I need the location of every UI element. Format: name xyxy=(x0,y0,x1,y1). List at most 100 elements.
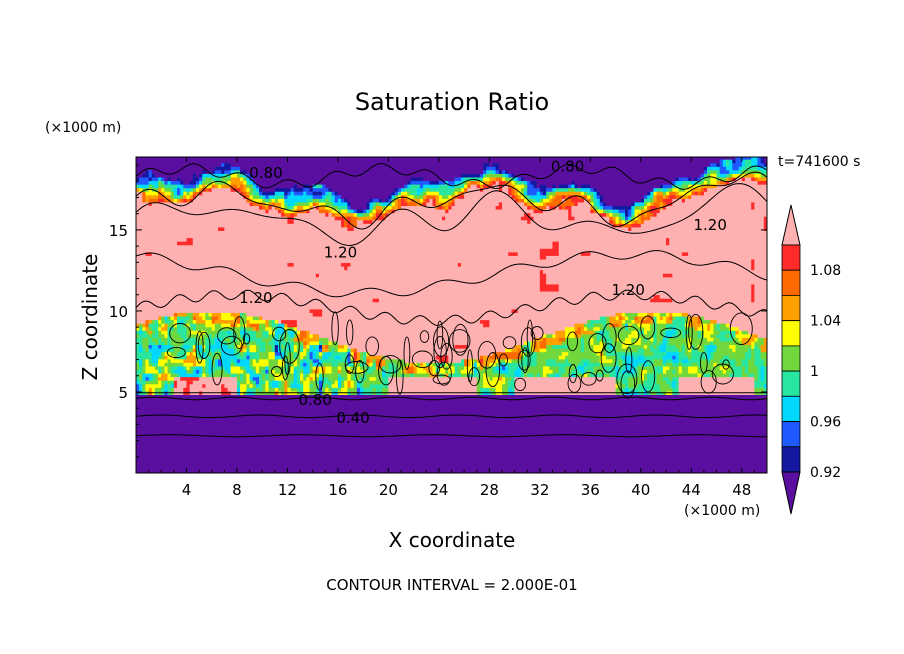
field-cell xyxy=(136,376,140,381)
field-cell xyxy=(142,341,146,346)
field-cell xyxy=(309,157,314,160)
field-cell xyxy=(177,333,181,338)
field-cell xyxy=(268,373,273,378)
field-cell xyxy=(300,351,304,356)
field-cell xyxy=(224,423,228,428)
field-cell xyxy=(252,355,257,360)
field-cell xyxy=(189,405,194,410)
field-cell xyxy=(154,187,159,192)
field-cell xyxy=(214,465,219,470)
field-cell xyxy=(221,212,225,217)
field-cell xyxy=(136,419,140,424)
field-cell xyxy=(252,405,257,410)
field-cell xyxy=(142,330,146,335)
field-cell xyxy=(161,266,165,271)
field-cell xyxy=(306,230,310,235)
field-cell xyxy=(271,383,276,388)
field-cell xyxy=(246,159,250,164)
field-cell xyxy=(293,284,298,289)
field-cell xyxy=(151,369,156,374)
field-cell xyxy=(240,284,244,289)
field-cell xyxy=(281,444,285,449)
field-cell xyxy=(218,305,222,310)
field-cell xyxy=(236,284,241,289)
field-cell xyxy=(240,269,244,274)
field-cell xyxy=(224,358,228,363)
field-cell xyxy=(173,187,178,192)
field-cell xyxy=(271,369,276,374)
field-cell xyxy=(151,287,156,292)
field-cell xyxy=(199,451,203,456)
field-cell xyxy=(183,287,187,292)
field-cell xyxy=(164,230,168,235)
field-cell xyxy=(142,312,146,317)
field-cell xyxy=(205,394,209,399)
field-cell xyxy=(195,412,200,417)
field-cell xyxy=(287,248,291,253)
field-cell xyxy=(151,437,156,442)
field-cell xyxy=(221,362,225,367)
field-cell xyxy=(249,241,254,246)
field-cell xyxy=(233,177,238,182)
field-cell xyxy=(186,405,191,410)
field-cell xyxy=(192,412,197,417)
field-cell xyxy=(199,333,203,338)
field-cell xyxy=(183,216,187,221)
field-cell xyxy=(218,348,222,353)
field-cell xyxy=(230,401,235,406)
field-cell xyxy=(173,323,178,328)
field-cell xyxy=(151,455,156,460)
field-cell xyxy=(246,319,250,324)
field-cell xyxy=(255,408,260,413)
field-cell xyxy=(281,234,285,239)
field-cell xyxy=(164,202,168,207)
field-cell xyxy=(274,273,279,278)
field-cell xyxy=(136,383,140,388)
field-cell xyxy=(224,344,228,349)
field-cell xyxy=(158,469,162,473)
field-cell xyxy=(167,244,172,249)
field-cell xyxy=(243,366,247,371)
field-cell xyxy=(158,269,162,274)
field-cell xyxy=(189,191,194,196)
field-cell xyxy=(142,234,146,239)
field-cell xyxy=(208,280,213,285)
field-cell xyxy=(265,173,269,178)
field-cell xyxy=(136,194,140,199)
field-cell xyxy=(173,469,178,473)
field-cell xyxy=(177,458,181,463)
field-cell xyxy=(158,316,162,321)
field-cell xyxy=(306,437,310,442)
field-cell xyxy=(142,408,146,413)
field-cell xyxy=(199,187,203,192)
field-cell xyxy=(151,448,156,453)
field-cell xyxy=(268,305,273,310)
field-cell xyxy=(306,209,310,214)
field-cell xyxy=(259,237,263,242)
field-cell xyxy=(284,469,288,473)
field-cell xyxy=(195,223,200,228)
field-cell xyxy=(214,284,219,289)
field-cell xyxy=(139,323,143,328)
field-cell xyxy=(148,376,153,381)
field-cell xyxy=(177,430,181,435)
field-cell xyxy=(158,230,162,235)
field-cell xyxy=(303,212,307,217)
field-cell xyxy=(249,469,254,473)
field-cell xyxy=(274,462,279,467)
field-cell xyxy=(268,444,273,449)
field-cell xyxy=(221,194,225,199)
field-cell xyxy=(145,415,150,420)
field-cell xyxy=(218,415,222,420)
field-cell xyxy=(195,373,200,378)
field-cell xyxy=(274,380,279,385)
field-cell xyxy=(180,251,184,256)
field-cell xyxy=(249,191,254,196)
field-cell xyxy=(158,223,162,228)
field-cell xyxy=(277,194,282,199)
field-cell xyxy=(142,248,146,253)
field-cell xyxy=(211,159,216,164)
field-cell xyxy=(236,433,241,438)
field-cell xyxy=(293,159,298,164)
field-cell xyxy=(284,408,288,413)
